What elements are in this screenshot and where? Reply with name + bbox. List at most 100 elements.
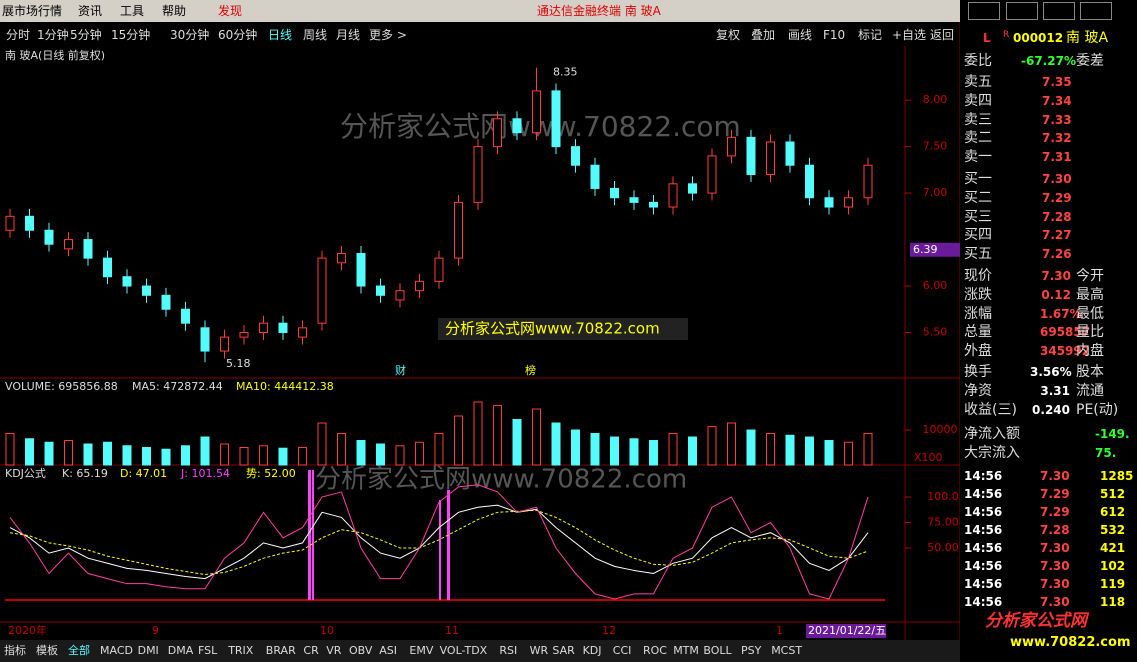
tab[interactable]: CCI xyxy=(612,644,632,657)
tab[interactable]: RSI xyxy=(499,644,518,657)
kdj-header: 势: 52.00 xyxy=(246,467,296,480)
tab[interactable]: MTM xyxy=(673,644,699,657)
candle-body xyxy=(707,155,717,194)
action[interactable]: 画线 xyxy=(788,28,813,42)
period[interactable]: 更多 > xyxy=(369,28,407,42)
tab[interactable]: VOL-TDX xyxy=(439,644,488,657)
candle-body xyxy=(337,252,346,264)
period[interactable]: 5分钟 xyxy=(70,28,102,42)
volume-bar xyxy=(532,408,541,466)
volume-bar xyxy=(571,429,580,466)
logo-url: www.70822.com xyxy=(1010,635,1131,650)
period[interactable]: 周线 xyxy=(303,28,328,42)
volume-bar xyxy=(493,405,502,466)
y-tick-label: 8.00 xyxy=(923,93,948,106)
tab[interactable]: DMA xyxy=(167,644,194,657)
menu-bar xyxy=(0,0,960,22)
tab[interactable]: PSY xyxy=(741,644,762,657)
tab[interactable]: CR xyxy=(303,644,319,657)
candle-body xyxy=(415,280,424,292)
tab[interactable]: BRAR xyxy=(265,644,296,657)
date-label: 1 xyxy=(776,624,783,637)
quote-cell: 涨幅 xyxy=(964,305,992,322)
period[interactable]: 60分钟 xyxy=(218,28,258,42)
tab[interactable]: MACD xyxy=(100,644,133,657)
tab[interactable]: KDJ xyxy=(582,644,602,657)
tab[interactable]: 指标 xyxy=(4,644,26,657)
menu-item[interactable]: 帮助 xyxy=(162,4,187,18)
tab[interactable]: BOLL xyxy=(703,644,732,657)
candle-body xyxy=(454,201,463,259)
volume-bar xyxy=(434,433,444,466)
quote-cell: 7.28 xyxy=(1042,209,1072,224)
signal-bar xyxy=(439,500,441,600)
tab[interactable]: FSL xyxy=(198,644,218,657)
menu-item[interactable]: 展市场行情 xyxy=(2,4,63,18)
tick-time: 14:56 xyxy=(964,559,1003,573)
tab[interactable]: DMI xyxy=(137,644,159,657)
action[interactable]: F10 xyxy=(823,28,846,42)
menu-button[interactable]: 行情 xyxy=(968,2,1001,20)
tab[interactable]: ROC xyxy=(643,644,667,657)
action[interactable]: 叠加 xyxy=(751,28,776,42)
tick-volume: 102 xyxy=(1100,559,1126,573)
label: 委比 xyxy=(964,53,992,69)
y-tick-label: 7.50 xyxy=(923,140,948,153)
menu-item[interactable]: 资讯 xyxy=(78,4,103,18)
period[interactable]: 月线 xyxy=(336,28,361,42)
quote-cell: 7.33 xyxy=(1042,112,1072,127)
period[interactable]: 30分钟 xyxy=(170,28,210,42)
action[interactable]: +自选 xyxy=(892,28,927,42)
volume-bar xyxy=(376,443,385,466)
marker: 财 xyxy=(395,363,406,377)
volume-bar xyxy=(161,448,171,466)
candle-body xyxy=(25,215,34,231)
quote-cell: 3.56% xyxy=(1030,365,1072,379)
tab-bar xyxy=(0,640,960,662)
menu-item[interactable]: 发现 xyxy=(218,4,243,18)
kdj-header: J: 101.54 xyxy=(180,467,230,480)
action[interactable]: 复权 xyxy=(716,28,741,42)
quote-cell: 总量 xyxy=(964,324,992,341)
tab[interactable]: 模板 xyxy=(36,644,58,657)
tab[interactable]: MCST xyxy=(771,644,803,657)
tab[interactable]: 全部 xyxy=(68,644,90,657)
action[interactable]: 标记 xyxy=(858,28,883,42)
period[interactable]: 日线 xyxy=(268,28,293,42)
volume-bar xyxy=(551,422,561,466)
code-flag: L xyxy=(983,31,991,45)
action[interactable]: 返回 xyxy=(930,28,955,42)
tab[interactable]: EMV xyxy=(409,644,434,657)
y-tick-label: 10000 xyxy=(923,423,958,436)
y-tick-label: 75.00 xyxy=(927,516,959,529)
y-tick-label: 50.00 xyxy=(927,541,959,554)
tick-volume: 118 xyxy=(1100,595,1126,609)
candle-body xyxy=(512,118,522,134)
menu-button[interactable]: 交易 xyxy=(1043,2,1076,20)
volume-bar xyxy=(356,440,366,466)
tab[interactable]: TRIX xyxy=(228,644,254,657)
period[interactable]: 15分钟 xyxy=(111,28,151,42)
logo-name: 分析家公式网 xyxy=(985,611,1087,631)
tick-price: 7.28 xyxy=(1040,523,1070,537)
menu-button[interactable]: 资讯 xyxy=(1006,2,1039,20)
signal-bar xyxy=(312,470,314,600)
tab[interactable]: VR xyxy=(326,644,342,657)
period[interactable]: 1分钟 xyxy=(37,28,69,42)
tick-volume: 421 xyxy=(1100,541,1126,555)
volume-bar xyxy=(395,445,405,466)
tab[interactable]: OBV xyxy=(349,644,373,657)
tab[interactable]: ASI xyxy=(379,644,397,657)
candle-body xyxy=(239,331,249,338)
tick-time: 14:56 xyxy=(964,487,1003,501)
volume-bar xyxy=(181,445,190,466)
candle-body xyxy=(83,239,93,259)
kdj-line xyxy=(9,504,869,580)
tab[interactable]: WR xyxy=(529,644,549,657)
period[interactable]: 分时 xyxy=(6,28,31,42)
volume-bar xyxy=(610,436,619,466)
candle-body xyxy=(122,276,132,287)
menu-button[interactable]: 服务 xyxy=(1080,2,1113,20)
tab[interactable]: SAR xyxy=(552,644,575,657)
menu-item[interactable]: 工具 xyxy=(120,4,145,18)
